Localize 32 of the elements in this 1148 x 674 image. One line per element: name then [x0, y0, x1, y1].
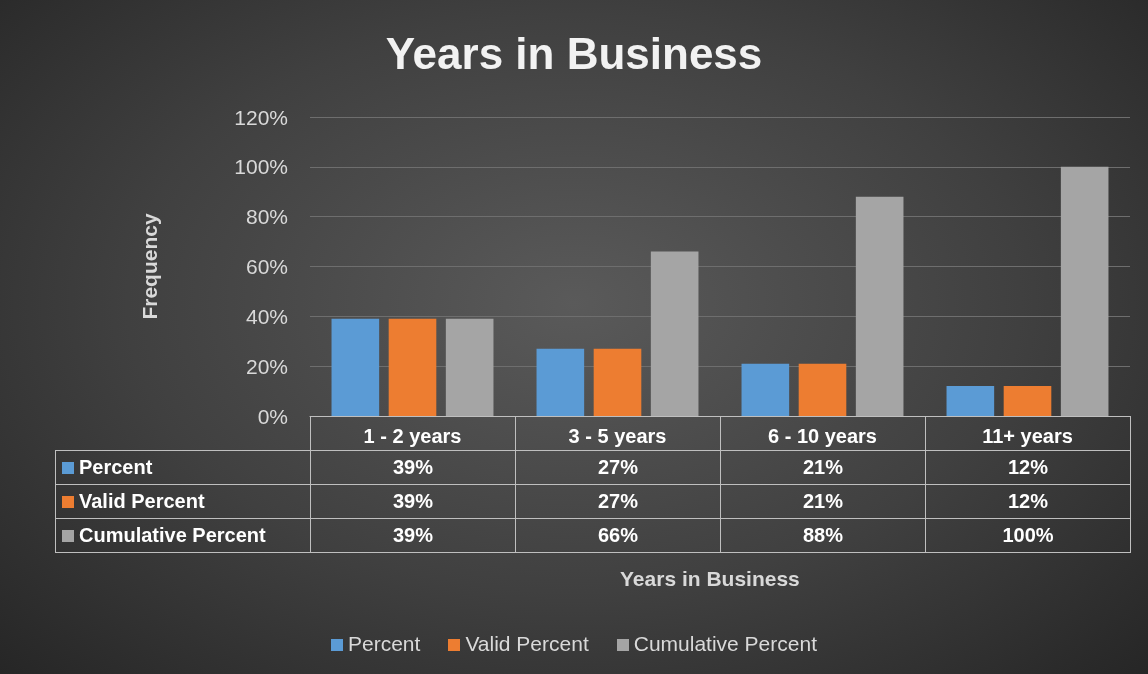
y-tick-label: 40% — [245, 304, 288, 328]
x-tick-label: 1 - 2 years — [363, 425, 462, 447]
data-label: 27% — [515, 450, 721, 485]
y-tick-label: 100% — [234, 155, 288, 179]
legend-label: Valid Percent — [55, 484, 311, 519]
y-tick-label: 120% — [234, 105, 288, 129]
data-label: 21% — [720, 484, 926, 519]
data-label: 21% — [720, 450, 926, 485]
x-tick-label: 6 - 10 years — [768, 425, 877, 447]
data-label: 88% — [720, 518, 926, 553]
data-label: 39% — [310, 518, 516, 553]
text: Valid Percent — [465, 632, 589, 655]
y-tick-label: 0% — [257, 404, 288, 428]
y-tick-label: 80% — [245, 205, 288, 229]
y-axis-title: Frequency — [138, 213, 161, 320]
x-tick-label: 11+ years — [982, 425, 1073, 447]
data-label: 27% — [515, 484, 721, 519]
data-label: 12% — [925, 450, 1131, 485]
text: Percent — [348, 632, 421, 655]
data-label: 39% — [310, 450, 516, 485]
data-label: 66% — [515, 518, 721, 553]
data-label: 100% — [925, 518, 1131, 553]
legend-label: Cumulative Percent — [55, 518, 311, 553]
text: Cumulative Percent — [633, 632, 817, 655]
y-tick-label: 20% — [245, 354, 288, 378]
data-label: 12% — [925, 484, 1131, 519]
legend-label: Percent — [55, 450, 311, 485]
y-tick-label: 60% — [245, 255, 288, 278]
data-label: 39% — [310, 484, 516, 519]
chart-title: Years in Business — [385, 28, 763, 78]
x-tick-label: 3 - 5 years — [568, 425, 667, 447]
text: Years in Business — [620, 567, 800, 590]
